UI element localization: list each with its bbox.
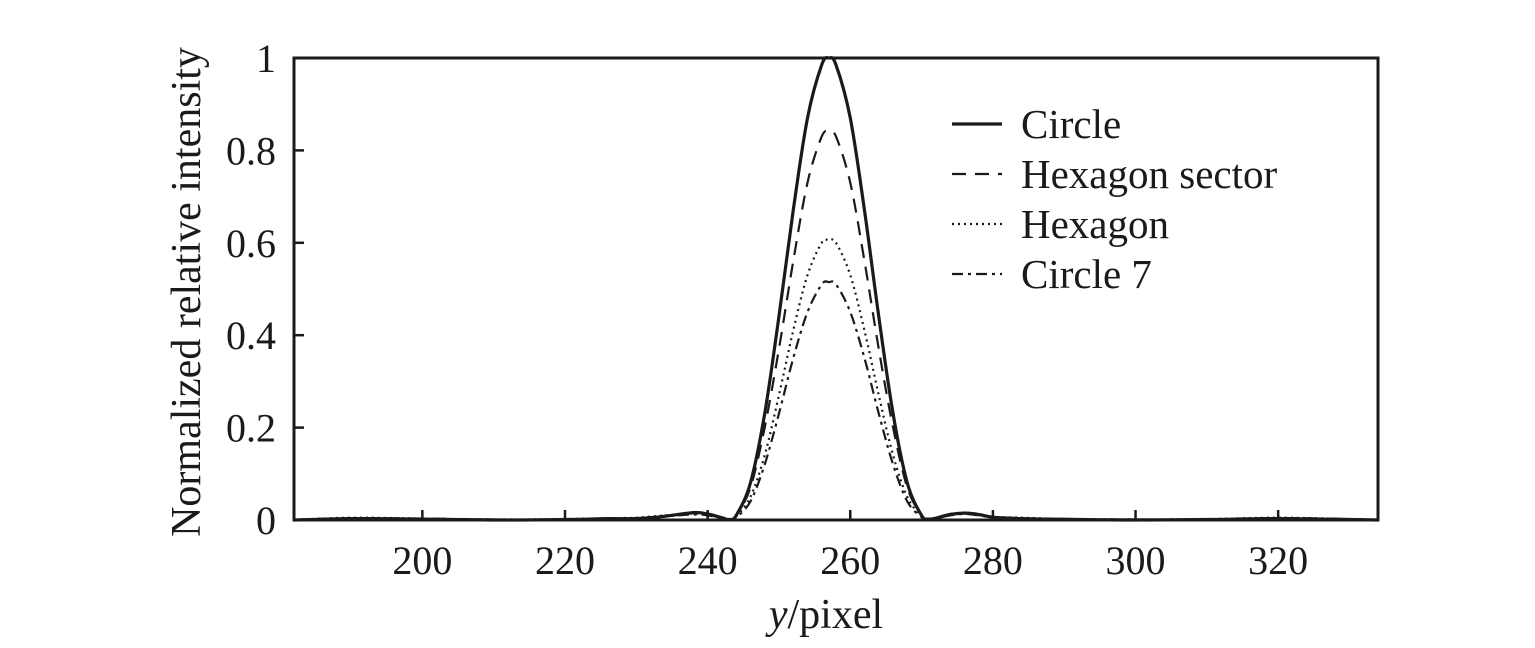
- x-tick-label: 300: [1106, 538, 1166, 583]
- x-tick-label: 320: [1248, 538, 1308, 583]
- y-axis: 0 0.2 0.4 0.6 0.8 1: [226, 36, 304, 543]
- y-tick-label: 1: [256, 36, 276, 81]
- x-axis: 200 220 240 260 280 300 320: [392, 510, 1308, 583]
- legend-label: Circle: [1021, 101, 1121, 147]
- y-tick-label: 0: [256, 498, 276, 543]
- legend-label: Hexagon: [1021, 201, 1169, 247]
- x-tick-label: 280: [963, 538, 1023, 583]
- plot-frame: [292, 56, 1380, 522]
- series-line-0: [293, 55, 1379, 522]
- x-tick-label: 200: [392, 538, 452, 583]
- x-axis-label-unit: /pixel: [788, 592, 884, 638]
- x-axis-label-variable: y: [765, 592, 788, 638]
- series-line-3: [293, 280, 1379, 522]
- legend-label: Circle 7: [1021, 251, 1152, 297]
- x-tick-label: 260: [820, 538, 880, 583]
- y-tick-label: 0.4: [226, 313, 276, 358]
- y-tick-label: 0.6: [226, 221, 276, 266]
- series-line-2: [293, 238, 1379, 522]
- series-layer: [293, 55, 1379, 522]
- y-tick-label: 0.8: [226, 128, 276, 173]
- x-tick-label: 240: [678, 538, 738, 583]
- y-tick-label: 0.2: [226, 406, 276, 451]
- x-axis-label: y/pixel: [765, 592, 883, 638]
- legend-label: Hexagon sector: [1021, 151, 1277, 197]
- y-axis-label: Normalized relative intensity: [164, 47, 210, 537]
- x-tick-label: 220: [535, 538, 595, 583]
